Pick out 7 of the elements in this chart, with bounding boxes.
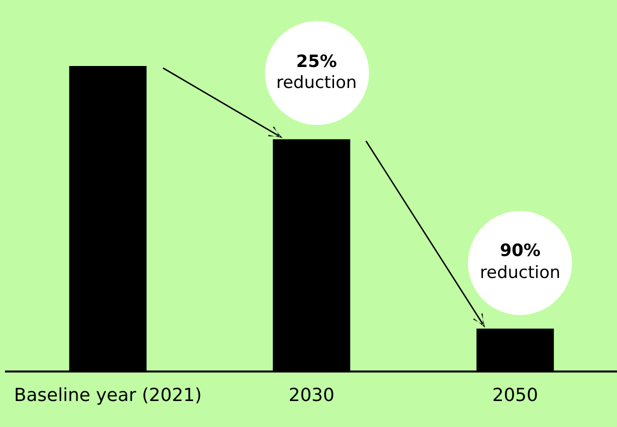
annotation: 90% reduction [480,241,560,284]
annotation: 25% reduction [276,52,357,95]
x-tick-label: 2030 [288,384,334,406]
x-tick-label: Baseline year (2021) [14,384,202,406]
circle-badge: 90% reduction [468,210,572,315]
x-tick-label: 2050 [492,384,538,406]
circle-badge: 25% reduction [264,21,369,126]
